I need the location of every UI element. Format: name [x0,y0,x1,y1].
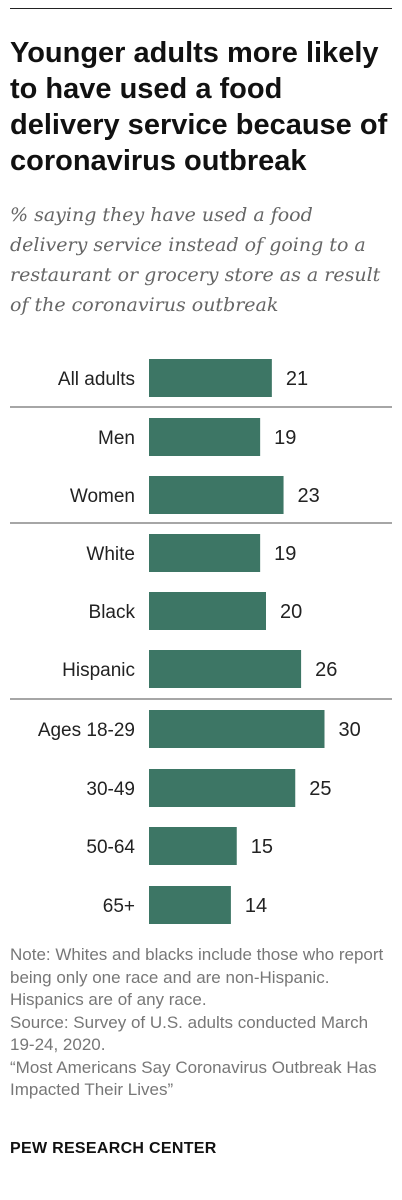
bar [149,769,296,807]
value-label: 21 [286,368,308,390]
category-label: Ages 18-29 [38,720,135,741]
chart-subtitle: % saying they have used a food delivery … [10,204,381,316]
bar [149,476,284,514]
source-text: Source: Survey of U.S. adults conducted … [10,1012,373,1055]
bar [149,886,231,924]
value-label: 19 [274,543,296,565]
category-label: 65+ [103,896,135,917]
value-label: 14 [245,895,267,917]
bar [149,418,261,456]
category-label: 50-64 [86,837,135,858]
value-label: 19 [274,427,296,449]
value-label: 25 [309,778,331,800]
category-label: White [86,544,135,565]
value-label: 20 [280,601,302,623]
bar [149,359,272,397]
category-label: 30-49 [86,779,135,800]
bar [149,827,237,865]
value-label: 15 [251,836,273,858]
category-label: Men [98,428,135,449]
value-label: 26 [315,659,337,681]
chart-notes: Note: Whites and blacks include those wh… [10,944,395,1102]
chart-title: Younger adults more likely to have used … [10,37,388,177]
top-rule [10,8,392,9]
value-label: 23 [298,485,320,507]
bar-chart: All adults 21 Men 19 Women 23 White 19 Black 20 Hi… [10,359,392,924]
brand-label: PEW RESEARCH CENTER [10,1140,217,1157]
bar [149,592,266,630]
note-text: Note: Whites and blacks include those wh… [10,945,388,1009]
category-label: Black [89,602,136,623]
category-label: Hispanic [62,660,135,681]
category-label: All adults [58,369,135,390]
report-title-text: “Most Americans Say Coronavirus Outbreak… [10,1057,382,1100]
bar [149,534,261,572]
category-label: Women [70,486,135,507]
bar [149,650,302,688]
bar [149,710,325,748]
value-label: 30 [339,719,361,741]
